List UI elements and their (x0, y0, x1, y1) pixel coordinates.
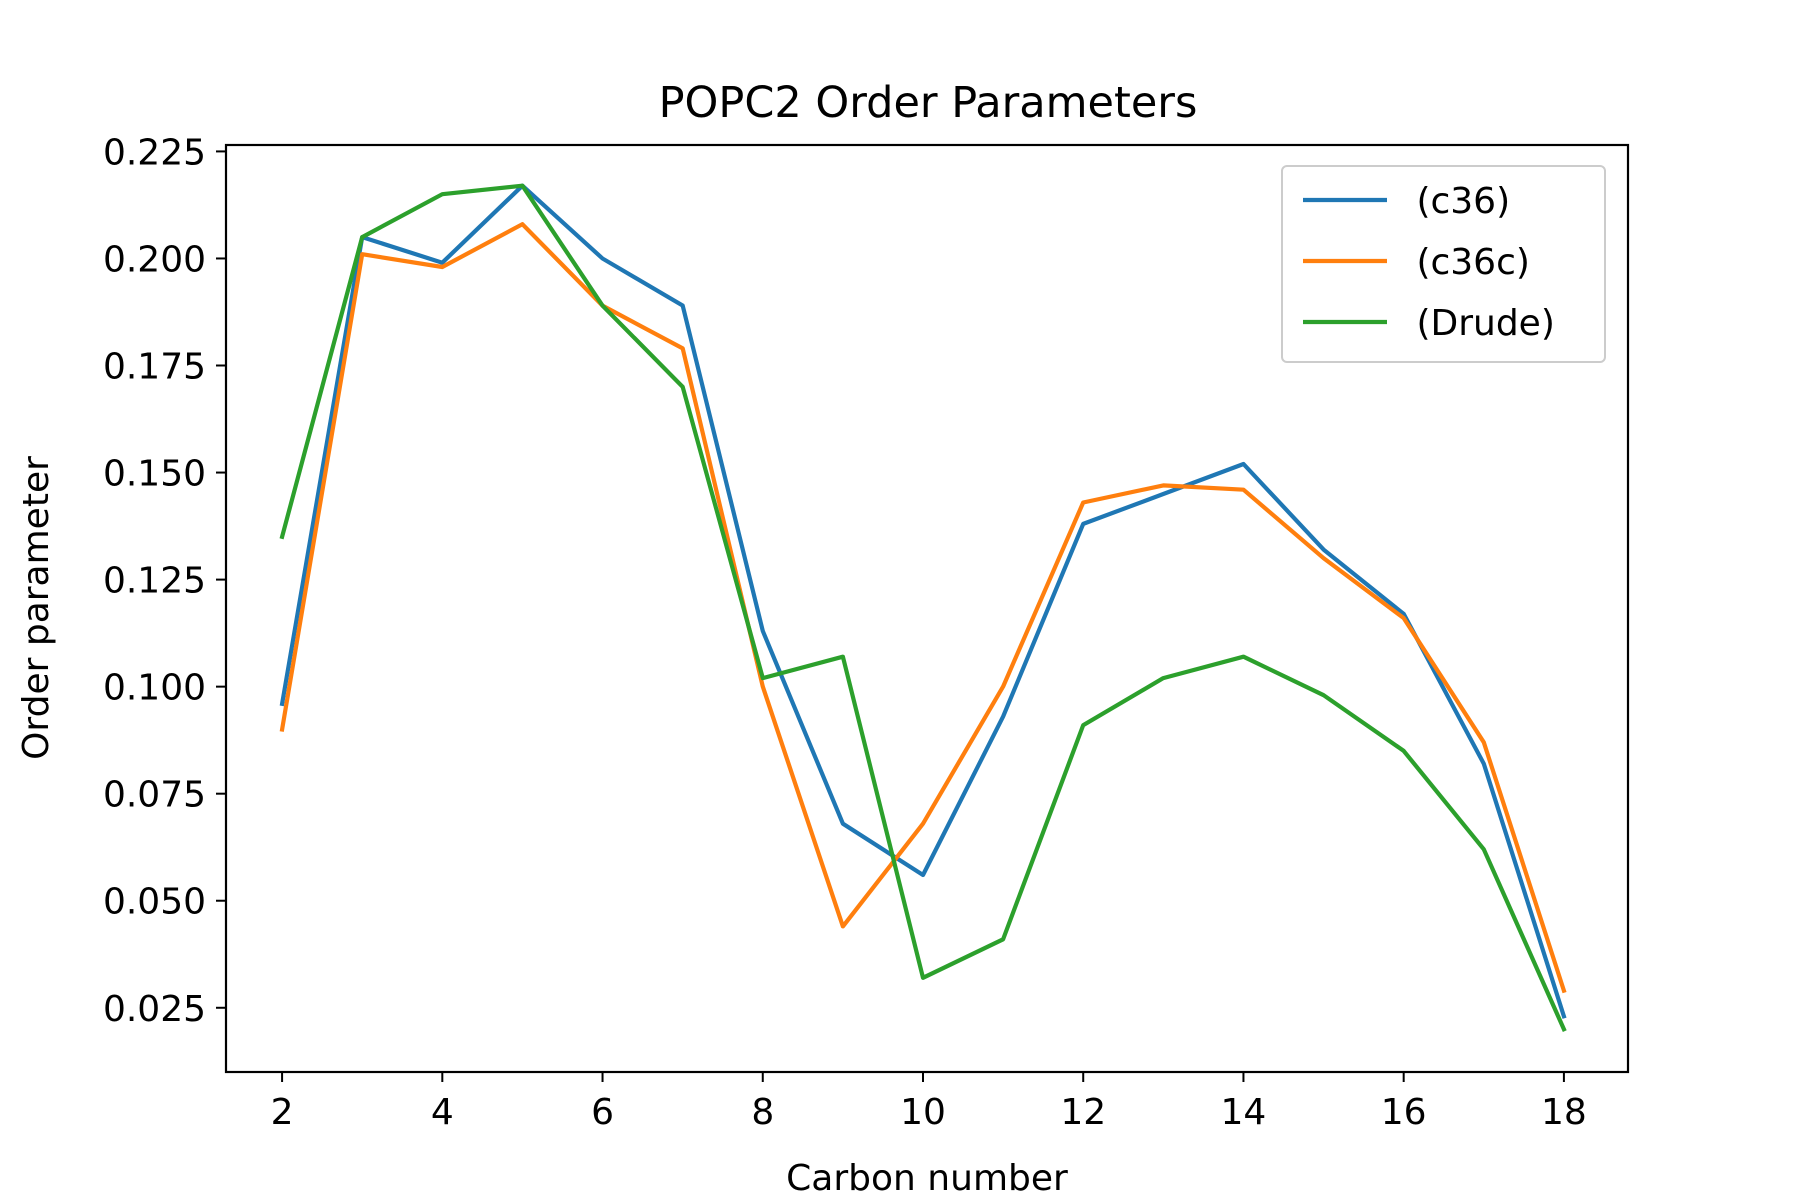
plot-frame (224, 143, 1630, 1074)
y-tick-label: 0.125 (103, 561, 206, 602)
legend: (c36) (c36c) (Drude) (1281, 165, 1606, 363)
x-tick-label: 4 (431, 1092, 454, 1133)
x-tick-label: 10 (900, 1092, 946, 1133)
y-tick-label: 0.150 (103, 454, 206, 495)
y-tick-label: 0.200 (103, 239, 206, 280)
series-line-2 (279, 222, 1567, 994)
legend-label-1: (c36) (1405, 181, 1510, 222)
x-tick-label: 12 (1060, 1092, 1106, 1133)
y-axis: 0.025 0.050 0.075 0.100 0.125 0.150 0.175 0.200… (103, 132, 226, 1030)
x-tick-label: 6 (591, 1092, 614, 1133)
y-tick-label: 0.100 (103, 668, 206, 709)
x-tick-label: 2 (271, 1092, 294, 1133)
chart-title: POPC2 Order Parameters (659, 78, 1198, 128)
y-tick-label: 0.075 (103, 775, 206, 816)
legend-box (1281, 165, 1606, 363)
series-line-3 (279, 183, 1567, 1032)
y-tick-label: 0.175 (103, 347, 206, 388)
y-axis-label: Order parameter (16, 456, 57, 760)
y-tick-label: 0.025 (103, 989, 206, 1030)
x-axis: 2 4 6 8 10 12 14 16 18 (271, 1072, 1587, 1133)
x-axis-label: Carbon number (786, 1158, 1068, 1199)
x-tick-label: 8 (751, 1092, 774, 1133)
y-tick-label: 0.225 (103, 132, 206, 173)
legend-label-3: (Drude) (1405, 303, 1555, 344)
y-tick-label: 0.050 (103, 882, 206, 923)
legend-label-2: (c36c) (1405, 242, 1530, 283)
series-layer (279, 183, 1567, 1032)
x-tick-label: 16 (1381, 1092, 1427, 1133)
x-tick-label: 18 (1541, 1092, 1587, 1133)
x-tick-label: 14 (1221, 1092, 1267, 1133)
series-line-1 (279, 183, 1567, 1019)
